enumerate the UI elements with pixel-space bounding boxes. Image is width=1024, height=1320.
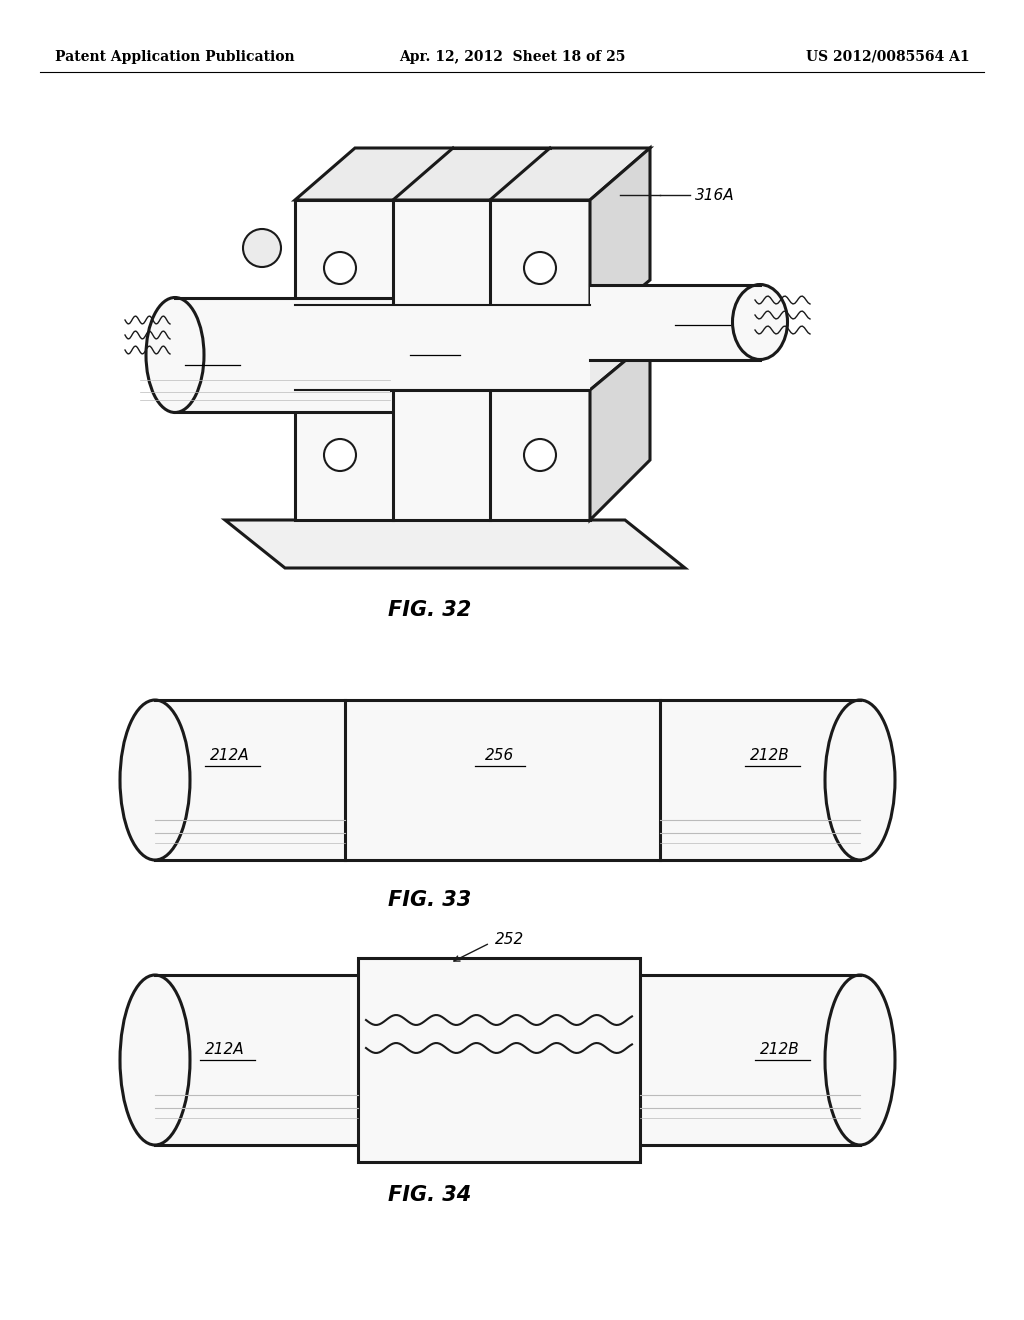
Polygon shape	[590, 341, 650, 520]
Ellipse shape	[324, 440, 356, 471]
Ellipse shape	[324, 252, 356, 284]
Ellipse shape	[524, 252, 556, 284]
Polygon shape	[295, 148, 650, 201]
Polygon shape	[295, 305, 590, 389]
Polygon shape	[225, 520, 685, 568]
Text: 212A: 212A	[210, 747, 250, 763]
Text: 212A: 212A	[190, 347, 229, 363]
Ellipse shape	[146, 297, 204, 412]
Text: 256: 256	[421, 338, 450, 352]
Polygon shape	[175, 298, 390, 412]
Text: 316A: 316A	[695, 187, 734, 202]
Text: FIG. 34: FIG. 34	[388, 1185, 472, 1205]
Polygon shape	[295, 201, 590, 330]
Text: FIG. 33: FIG. 33	[388, 890, 472, 909]
Text: 256: 256	[485, 747, 515, 763]
Text: FIG. 32: FIG. 32	[388, 601, 472, 620]
Ellipse shape	[825, 700, 895, 861]
Polygon shape	[155, 975, 358, 1144]
Text: 212B: 212B	[680, 308, 720, 322]
Ellipse shape	[825, 975, 895, 1144]
Text: 212B: 212B	[760, 1043, 800, 1057]
Text: 212B: 212B	[751, 747, 790, 763]
Text: US 2012/0085564 A1: US 2012/0085564 A1	[806, 50, 970, 63]
Polygon shape	[590, 148, 650, 330]
Text: 212A: 212A	[205, 1043, 245, 1057]
Text: Apr. 12, 2012  Sheet 18 of 25: Apr. 12, 2012 Sheet 18 of 25	[398, 50, 626, 63]
Polygon shape	[295, 341, 650, 389]
Polygon shape	[590, 285, 760, 360]
Ellipse shape	[732, 285, 787, 359]
Ellipse shape	[243, 228, 281, 267]
Polygon shape	[295, 389, 590, 520]
Ellipse shape	[120, 700, 190, 861]
Polygon shape	[640, 975, 860, 1144]
Polygon shape	[155, 700, 860, 861]
Text: Patent Application Publication: Patent Application Publication	[55, 50, 295, 63]
Text: 252: 252	[495, 932, 524, 948]
Ellipse shape	[120, 975, 190, 1144]
Ellipse shape	[524, 440, 556, 471]
Polygon shape	[358, 958, 640, 1162]
